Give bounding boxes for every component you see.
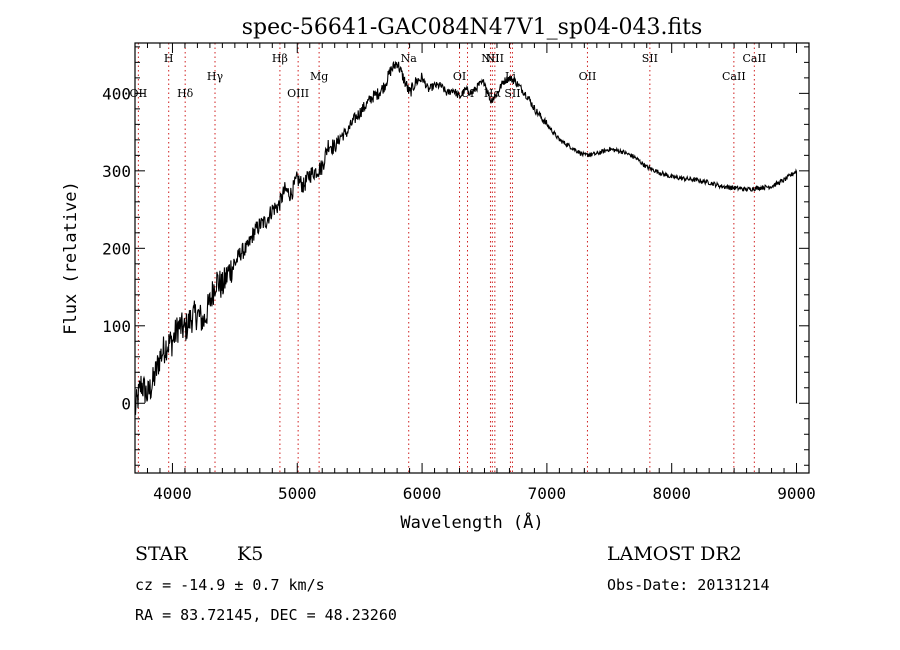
x-tick-label: 8000 [652,484,691,503]
x-tick-label: 5000 [278,484,317,503]
redshift-readout: cz = -14.9 ± 0.7 km/s [135,576,325,594]
spectral-line-label: OIII [287,87,309,100]
spectral-line-label: OII [579,70,597,83]
chart-title: spec-56641-GAC084N47V1_sp04-043.fits [242,15,703,40]
spectral-line-label: Na [401,52,418,65]
y-tick-label: 200 [102,239,131,258]
y-tick-label: 0 [121,394,131,413]
spectral-line-label: Mg [310,70,328,83]
x-tick-label: 6000 [403,484,442,503]
spectral-line-label: CaII [722,70,746,83]
spectral-line-markers: OIIHHδHγHβOIIIMgNaOIOINIIHαNIILiSIIOIISI… [130,43,766,473]
spectral-line-label: NII [486,52,504,65]
y-tick-label: 300 [102,162,131,181]
x-tick-label: 7000 [528,484,567,503]
y-axis-label: Flux (relative) [61,181,81,335]
spectral-line-label: OI [453,70,466,83]
survey-label: LAMOST DR2 [607,543,742,565]
spectral-line-label: H [164,52,174,65]
object-class: STAR [135,543,188,565]
coordinates-readout: RA = 83.72145, DEC = 48.23260 [135,606,397,624]
x-tick-label: 4000 [153,484,192,503]
spectral-line-label: SII [642,52,658,65]
spectral-line-label: SII [504,87,520,100]
axis-ticks [134,43,810,473]
spectral-line-label: Hγ [207,70,224,83]
spectrum-line [134,60,798,415]
x-axis-label: Wavelength (Å) [400,511,543,533]
x-tick-label: 9000 [777,484,816,503]
spectral-line-label: Hδ [177,87,194,100]
obs-date: Obs-Date: 20131214 [607,576,770,594]
spectral-line-label: Hβ [272,52,288,65]
spectral-line-label: CaII [742,52,766,65]
y-tick-label: 100 [102,317,131,336]
y-tick-label: 400 [102,84,131,103]
object-subclass: K5 [237,543,263,565]
axis-tick-labels: 4000 5000 6000 7000 8000 9000 0 100 200 300 400 [102,84,816,503]
plot-frame [134,42,810,474]
